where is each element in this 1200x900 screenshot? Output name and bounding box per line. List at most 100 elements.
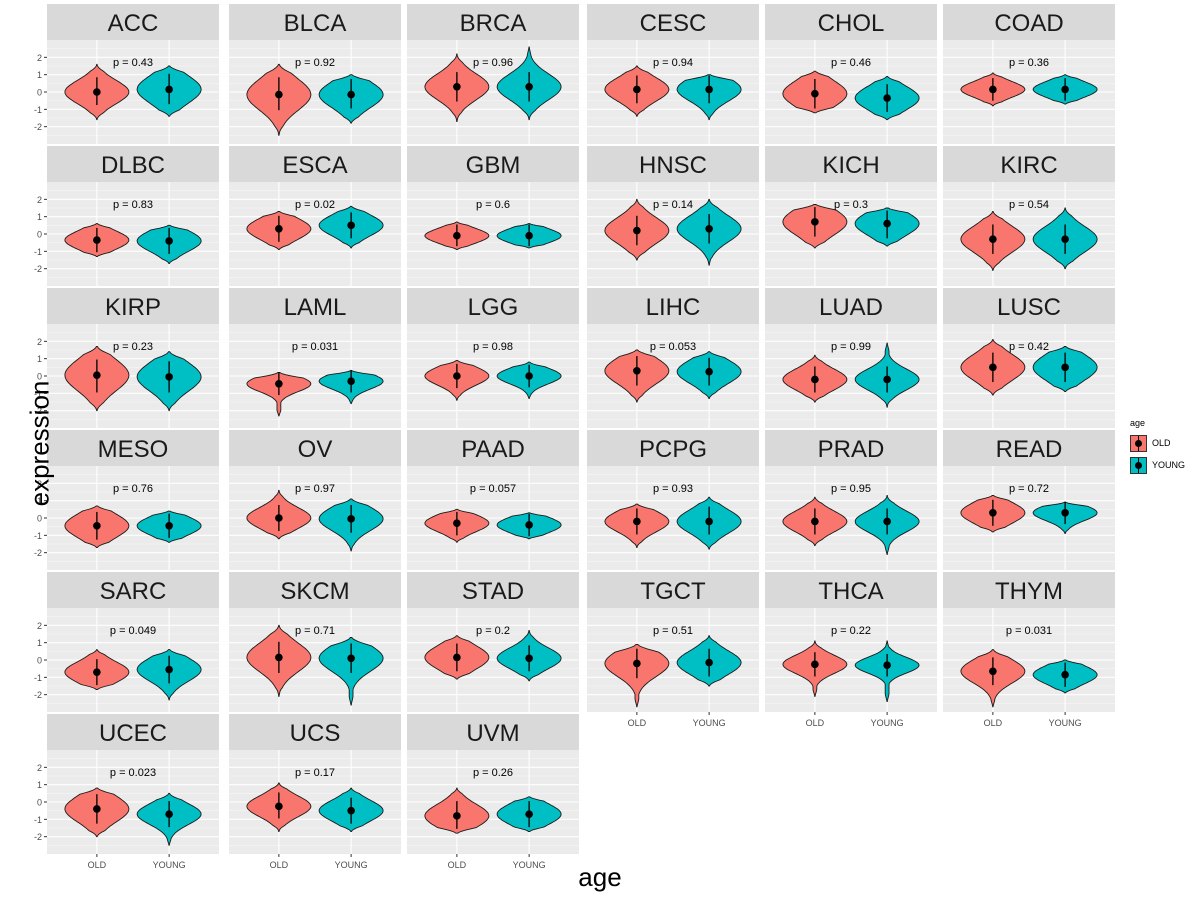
- median-point-acc-young: [165, 85, 173, 94]
- strip-prad: [765, 430, 937, 466]
- p-value-skcm: p = 0.71: [295, 625, 335, 637]
- legend-key-young: [1130, 456, 1147, 474]
- median-point-laml-old: [275, 380, 283, 388]
- median-point-skcm-young: [347, 654, 355, 663]
- strip-laml: [229, 288, 401, 324]
- strip-label-cesc: CESC: [640, 10, 707, 37]
- p-value-read: p = 0.72: [1009, 483, 1049, 495]
- y-tick-label-dlbc: 2: [37, 195, 42, 205]
- x-tick-label-tgct-young: YOUNG: [693, 718, 726, 728]
- strip-label-ucs: UCS: [290, 720, 341, 747]
- p-value-gbm: p = 0.6: [476, 199, 510, 211]
- median-point-thca-old: [811, 660, 819, 669]
- strip-skcm: [229, 572, 401, 608]
- strip-luad: [765, 288, 937, 324]
- median-point-tgct-old: [633, 659, 641, 668]
- median-point-coad-old: [989, 85, 997, 94]
- median-point-stad-old: [453, 653, 461, 662]
- strip-label-luad: LUAD: [819, 294, 883, 321]
- median-point-blca-young: [347, 90, 355, 99]
- y-tick-label-meso: -2: [34, 548, 42, 558]
- y-tick-label-kirp: 2: [37, 337, 42, 347]
- y-tick-label-kirp: -2: [34, 406, 42, 416]
- x-tick-label-ucs-old: OLD: [270, 860, 289, 870]
- legend: age OLD YOUNG: [1130, 418, 1185, 476]
- y-tick-label-sarc: -2: [34, 690, 42, 700]
- y-tick-label-dlbc: -1: [34, 247, 42, 257]
- legend-item-old: OLD: [1130, 432, 1185, 454]
- strip-label-laml: LAML: [284, 294, 347, 321]
- y-tick-label-dlbc: -2: [34, 264, 42, 274]
- median-point-kirp-young: [165, 373, 173, 381]
- strip-tgct: [587, 572, 759, 608]
- y-tick-label-sarc: -1: [34, 673, 42, 683]
- median-point-blca-old: [275, 90, 283, 99]
- y-tick-label-meso: -1: [34, 531, 42, 541]
- median-point-pcpg-young: [705, 517, 713, 526]
- y-tick-label-kirp: -1: [34, 389, 42, 399]
- strip-label-dlbc: DLBC: [101, 152, 165, 179]
- strip-gbm: [407, 146, 579, 182]
- strip-label-chol: CHOL: [818, 10, 885, 37]
- median-point-kirp-old: [93, 371, 101, 379]
- strip-kirp: [47, 288, 219, 324]
- median-point-dlbc-young: [165, 237, 173, 245]
- strip-thym: [943, 572, 1115, 608]
- median-point-ov-young: [347, 515, 355, 523]
- strip-thca: [765, 572, 937, 608]
- y-tick-label-ucec: 1: [37, 780, 42, 790]
- median-point-uvm-old: [453, 812, 461, 820]
- median-point-meso-young: [165, 522, 173, 530]
- y-tick-label-acc: 2: [37, 53, 42, 63]
- median-point-meso-old: [93, 522, 101, 530]
- y-tick-label-sarc: 2: [37, 621, 42, 631]
- legend-title: age: [1130, 418, 1146, 428]
- strip-label-brca: BRCA: [460, 10, 527, 37]
- median-point-lusc-young: [1061, 363, 1069, 372]
- strip-label-kich: KICH: [822, 152, 879, 179]
- p-value-paad: p = 0.057: [470, 483, 516, 495]
- median-point-ucec-old: [93, 805, 101, 813]
- p-value-dlbc: p = 0.83: [113, 199, 153, 211]
- legend-key-old: [1130, 434, 1147, 452]
- median-point-cesc-young: [705, 85, 713, 94]
- p-value-chol: p = 0.46: [831, 57, 871, 69]
- x-tick-label-thca-old: OLD: [806, 718, 825, 728]
- y-tick-label-acc: 0: [37, 88, 42, 98]
- p-value-hnsc: p = 0.14: [653, 199, 693, 211]
- median-point-cesc-old: [633, 85, 641, 94]
- strip-label-lihc: LIHC: [646, 294, 701, 321]
- median-point-lihc-old: [633, 367, 641, 375]
- median-point-luad-young: [883, 375, 891, 384]
- x-tick-label-ucec-old: OLD: [88, 860, 107, 870]
- strip-chol: [765, 4, 937, 40]
- median-point-chol-old: [811, 89, 819, 98]
- median-point-coad-young: [1061, 85, 1069, 94]
- p-value-tgct: p = 0.51: [653, 625, 693, 637]
- x-tick-label-thca-young: YOUNG: [871, 718, 904, 728]
- median-point-brca-old: [453, 83, 461, 91]
- p-value-kirp: p = 0.23: [113, 341, 153, 353]
- p-value-cesc: p = 0.94: [653, 57, 693, 69]
- strip-label-blca: BLCA: [284, 10, 347, 37]
- p-value-brca: p = 0.96: [473, 57, 513, 69]
- strip-ucec: [47, 714, 219, 750]
- legend-label-old: OLD: [1152, 438, 1171, 448]
- p-value-pcpg: p = 0.93: [653, 483, 693, 495]
- x-tick-label-thym-old: OLD: [984, 718, 1003, 728]
- p-value-meso: p = 0.76: [113, 483, 153, 495]
- strip-label-pcpg: PCPG: [639, 436, 707, 463]
- y-tick-label-meso: 1: [37, 496, 42, 506]
- strip-label-coad: COAD: [994, 10, 1063, 37]
- p-value-lihc: p = 0.053: [650, 341, 696, 353]
- strip-label-kirp: KIRP: [105, 294, 161, 321]
- y-tick-label-sarc: 0: [37, 656, 42, 666]
- y-tick-label-acc: -2: [34, 122, 42, 132]
- median-point-uvm-young: [525, 810, 533, 818]
- strip-label-ucec: UCEC: [99, 720, 167, 747]
- p-value-sarc: p = 0.049: [110, 625, 156, 637]
- strip-lihc: [587, 288, 759, 324]
- strip-pcpg: [587, 430, 759, 466]
- median-point-sarc-young: [165, 665, 173, 674]
